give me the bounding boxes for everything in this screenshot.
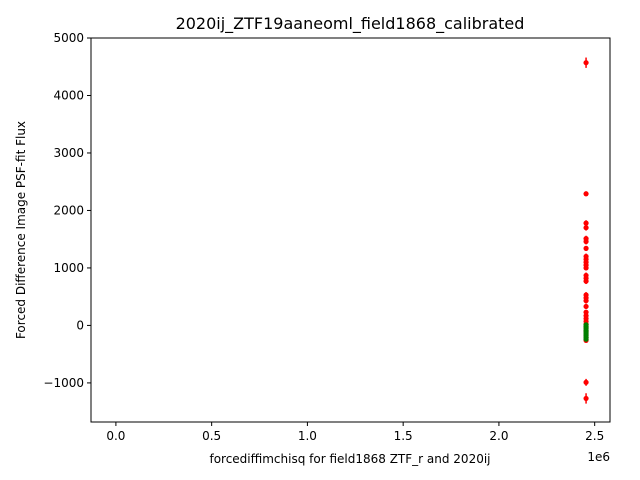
x-tick-label: 1.5 [394, 429, 413, 443]
data-point [583, 191, 589, 197]
chart-title: 2020ij_ZTF19aaneoml_field1868_calibrated [176, 14, 525, 34]
y-tick-label: 5000 [53, 31, 84, 45]
y-axis-label: Forced Difference Image PSF-fit Flux [14, 121, 28, 339]
data-point [583, 220, 589, 226]
data-series [583, 322, 589, 342]
x-tick-label: 2.5 [585, 429, 604, 443]
data-point [583, 303, 589, 310]
x-tick-label: 0.0 [106, 429, 125, 443]
plot-area [583, 57, 589, 404]
y-axis-ticks: −1000 0 1000 2000 3000 4000 5000 [43, 31, 91, 390]
y-tick-label: 3000 [53, 146, 84, 160]
data-point [583, 60, 589, 66]
data-point [583, 225, 589, 231]
data-point [583, 238, 589, 245]
data-point [583, 395, 589, 402]
y-tick-label: 0 [76, 318, 84, 332]
y-tick-label: 4000 [53, 88, 84, 102]
x-tick-label: 1.0 [298, 429, 317, 443]
x-axis-offset-label: 1e6 [587, 450, 610, 464]
y-tick-label: 2000 [53, 203, 84, 217]
plot-frame [90, 37, 611, 423]
data-point [583, 336, 589, 342]
x-tick-label: 0.5 [202, 429, 221, 443]
x-tick-label: 2.0 [489, 429, 508, 443]
data-point [583, 278, 589, 284]
data-point [583, 298, 589, 304]
x-axis-label: forcediffimchisq for field1868 ZTF_r and… [209, 452, 490, 466]
y-tick-label: 1000 [53, 261, 84, 275]
data-point [583, 245, 589, 251]
y-tick-label: −1000 [43, 376, 84, 390]
x-axis-ticks: 0.0 0.5 1.0 1.5 2.0 2.5 [106, 422, 604, 443]
data-point [583, 379, 589, 385]
data-point [583, 265, 589, 271]
